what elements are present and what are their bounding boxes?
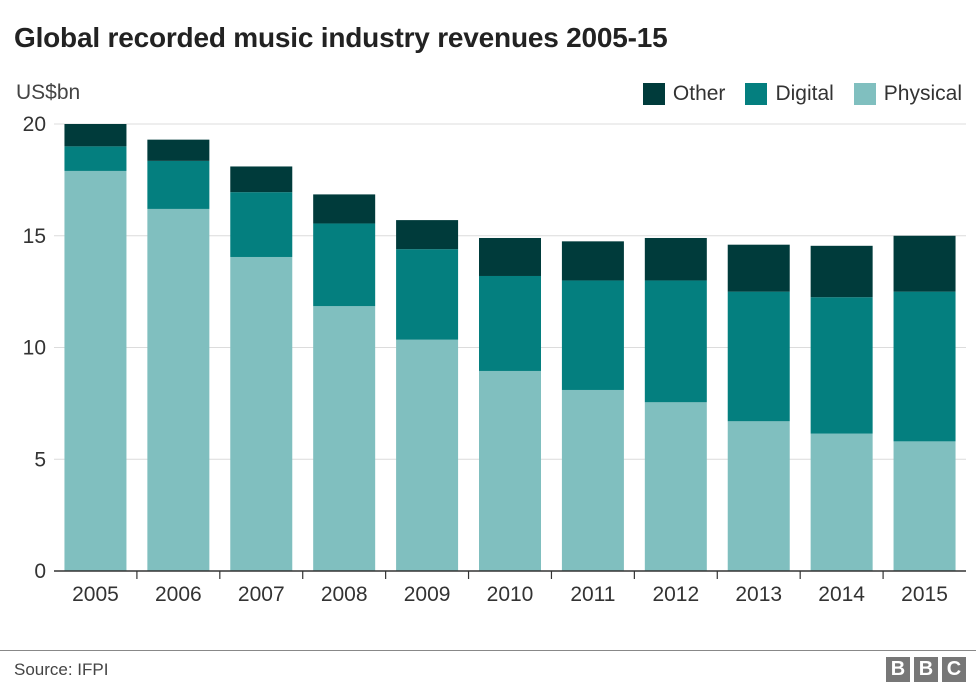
y-tick-label: 5 — [34, 448, 46, 471]
x-tick-label: 2010 — [487, 583, 534, 606]
bar-other — [396, 220, 459, 250]
x-tick-label: 2014 — [818, 583, 865, 606]
bar-physical — [893, 441, 956, 571]
bbc-logo-letter: B — [886, 657, 910, 682]
stacked-bar-chart: 0 5 10 15 20 2005 2006 2007 2008 2009 2010 2011 2012… — [23, 113, 966, 606]
legend-label-other: Other — [672, 82, 726, 105]
y-tick-label: 15 — [23, 225, 46, 248]
bar-physical — [644, 402, 707, 571]
legend-label-physical: Physical — [883, 82, 962, 105]
bar-physical — [64, 170, 127, 571]
bbc-logo: B B C — [882, 657, 966, 682]
x-tick-label: 2011 — [570, 583, 615, 606]
legend-swatch-physical — [853, 83, 876, 105]
bar-digital — [64, 146, 127, 171]
x-tick-label: 2005 — [72, 583, 119, 606]
bar-other — [147, 139, 210, 161]
legend-swatch-digital — [745, 83, 768, 105]
bar-physical — [230, 256, 293, 571]
bar-physical — [727, 421, 790, 571]
bar-other — [893, 235, 956, 292]
x-tick-label: 2012 — [652, 583, 699, 606]
x-tick-label: 2015 — [901, 583, 948, 606]
bar-other — [561, 241, 624, 281]
bar-physical — [479, 370, 541, 571]
bar-digital — [810, 297, 873, 434]
y-axis-label: US$bn — [16, 81, 81, 104]
bar-physical — [313, 306, 376, 571]
bar-digital — [230, 192, 293, 257]
bar-digital — [147, 160, 210, 209]
bar-digital — [479, 275, 541, 371]
source-note: Source: IFPI — [14, 660, 109, 679]
bar-physical — [561, 389, 624, 571]
x-tick-label: 2013 — [735, 583, 782, 606]
bar-digital — [313, 223, 376, 307]
legend-swatch-other — [642, 83, 665, 105]
bar-other — [727, 244, 790, 292]
bar-physical — [810, 433, 873, 571]
x-tick-label: 2009 — [404, 583, 451, 606]
chart-title: Global recorded music industry revenues … — [14, 22, 668, 53]
bar-digital — [727, 291, 790, 422]
y-tick-label: 10 — [23, 337, 46, 360]
bar-other — [313, 194, 376, 224]
bar-physical — [396, 339, 459, 571]
x-tick-label: 2006 — [155, 583, 202, 606]
bar-digital — [561, 280, 624, 390]
x-tick-label: 2008 — [321, 583, 368, 606]
x-tick-label: 2007 — [238, 583, 285, 606]
legend-item-digital: Digital — [745, 82, 834, 106]
bar-digital — [644, 280, 707, 403]
bar-digital — [893, 291, 956, 442]
bbc-logo-letter: B — [914, 657, 938, 682]
bar-other — [479, 237, 541, 276]
footer-divider — [0, 650, 976, 651]
bar-physical — [147, 208, 210, 571]
bar-digital — [396, 249, 459, 340]
bar-other — [64, 124, 127, 147]
legend-item-other: Other — [642, 82, 726, 106]
y-tick-label: 0 — [34, 560, 46, 583]
y-tick-label: 20 — [23, 113, 46, 136]
legend-label-digital: Digital — [775, 82, 834, 105]
bar-other — [644, 237, 707, 281]
legend-item-physical: Physical — [853, 82, 962, 106]
bbc-logo-letter: C — [942, 657, 966, 682]
bar-other — [230, 166, 293, 193]
bar-other — [810, 245, 873, 298]
legend: Other Digital Physical — [623, 82, 962, 106]
